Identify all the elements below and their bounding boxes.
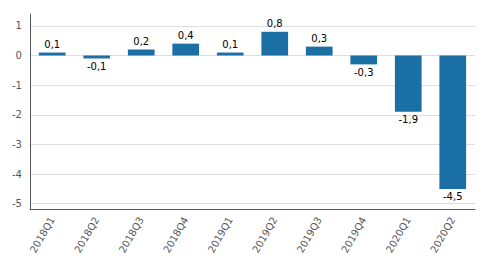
svg-text:0,8: 0,8 — [267, 18, 283, 29]
svg-text:2019Q2: 2019Q2 — [250, 215, 279, 255]
svg-text:2018Q2: 2018Q2 — [72, 215, 101, 255]
svg-text:2020Q2: 2020Q2 — [428, 215, 457, 255]
svg-text:1: 1 — [16, 20, 22, 31]
svg-text:-2: -2 — [12, 109, 22, 120]
svg-text:2018Q3: 2018Q3 — [117, 215, 146, 255]
svg-text:0,3: 0,3 — [311, 33, 327, 44]
svg-text:2019Q4: 2019Q4 — [339, 215, 368, 255]
svg-text:2018Q4: 2018Q4 — [161, 215, 190, 255]
svg-text:-4: -4 — [12, 169, 22, 180]
svg-text:2018Q1: 2018Q1 — [28, 215, 57, 255]
svg-text:0,1: 0,1 — [222, 39, 238, 50]
svg-text:-0,1: -0,1 — [87, 61, 107, 72]
svg-text:-0,3: -0,3 — [354, 67, 374, 78]
svg-text:2020Q1: 2020Q1 — [384, 215, 413, 255]
svg-text:0,2: 0,2 — [133, 36, 149, 47]
svg-text:2019Q1: 2019Q1 — [206, 215, 235, 255]
svg-text:0,1: 0,1 — [44, 39, 60, 50]
svg-text:0,4: 0,4 — [178, 30, 194, 41]
svg-text:-3: -3 — [12, 139, 22, 150]
svg-text:-4,5: -4,5 — [443, 191, 463, 202]
svg-text:2019Q3: 2019Q3 — [295, 215, 324, 255]
svg-text:-5: -5 — [12, 198, 22, 209]
svg-text:-1,9: -1,9 — [398, 114, 418, 125]
svg-text:0: 0 — [16, 50, 22, 61]
svg-text:-1: -1 — [12, 80, 22, 91]
